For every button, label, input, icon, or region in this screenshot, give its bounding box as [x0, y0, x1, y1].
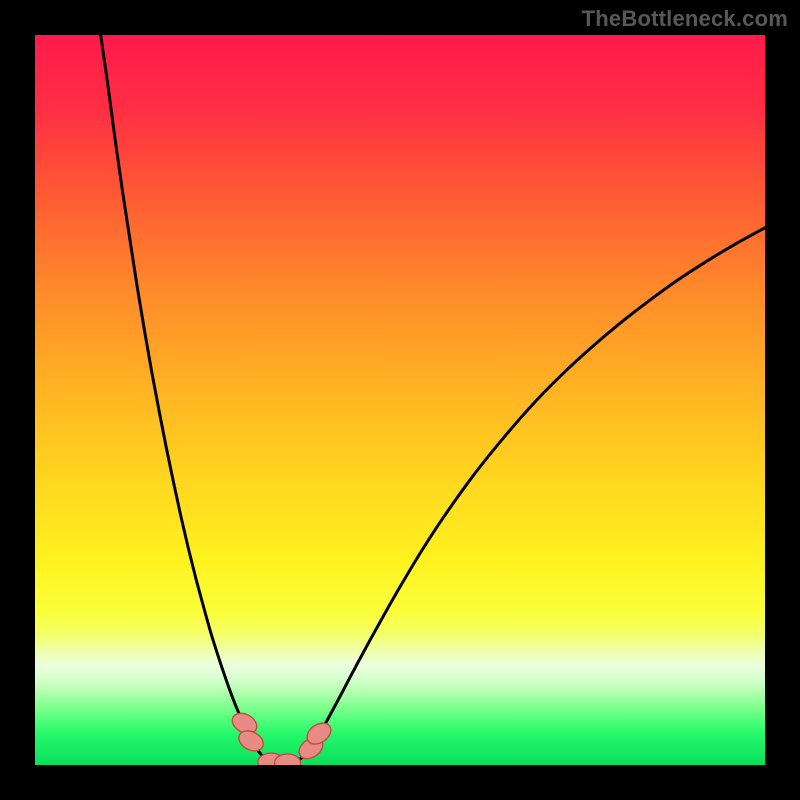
heat-gradient-background	[35, 35, 765, 765]
plot-area	[35, 35, 765, 765]
watermark-label: TheBottleneck.com	[582, 6, 788, 32]
